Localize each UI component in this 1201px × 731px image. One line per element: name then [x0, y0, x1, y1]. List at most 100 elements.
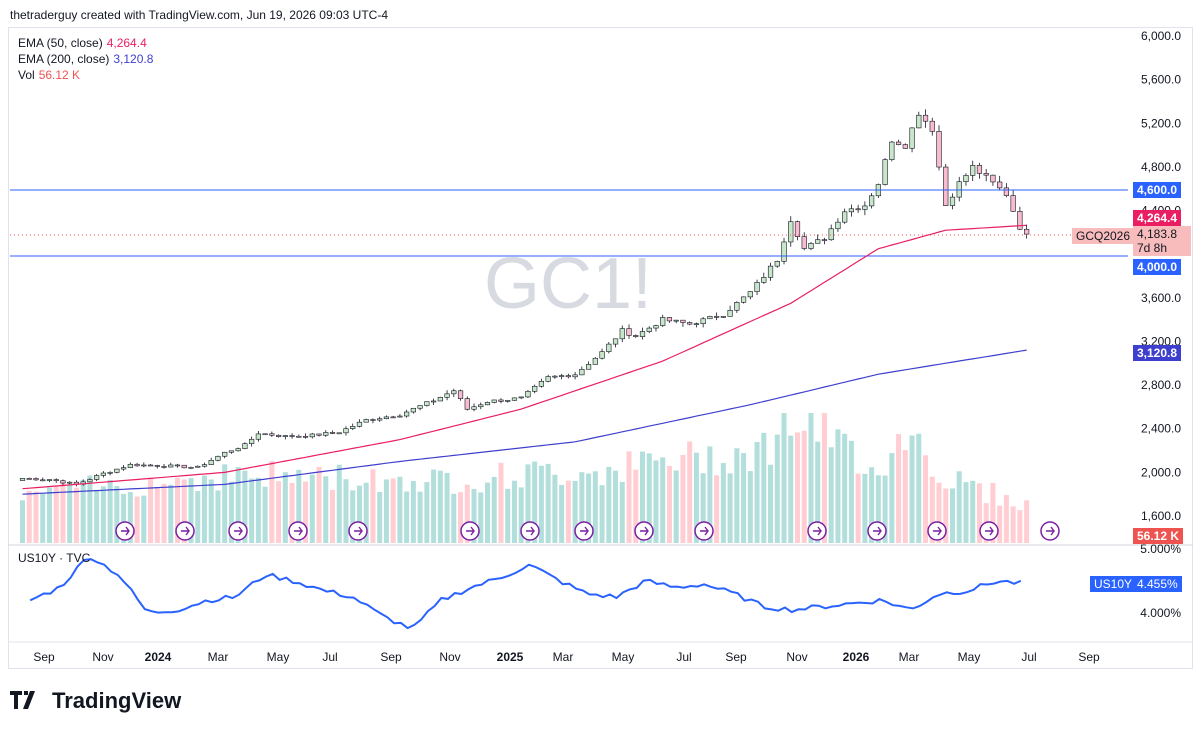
volume-bar — [350, 490, 356, 543]
last-price-value: 4,183.8 — [1137, 227, 1178, 241]
candle — [1024, 224, 1030, 239]
candle — [309, 432, 315, 439]
volume-bar — [862, 473, 868, 543]
event-marker — [348, 521, 368, 541]
candle — [943, 164, 949, 206]
volume-bar — [296, 469, 302, 543]
legend-volume[interactable]: Vol 56.12 K — [18, 67, 80, 83]
candle — [626, 324, 632, 339]
candle — [195, 465, 201, 468]
candle — [498, 398, 504, 404]
volume-bar — [552, 474, 558, 543]
candle — [774, 260, 780, 268]
volume-bar — [228, 481, 234, 543]
volume-bar — [215, 490, 221, 543]
volume-bar — [330, 489, 336, 543]
candle — [350, 423, 356, 431]
volume-bar — [559, 484, 565, 543]
candle — [114, 468, 120, 474]
candle — [26, 477, 32, 480]
volume-bar — [1010, 506, 1016, 543]
volume-bar — [471, 488, 477, 543]
candle — [653, 324, 659, 332]
volume-bar — [902, 450, 908, 543]
price-tag-ema50: 4,264.4 — [1133, 210, 1182, 226]
candle — [201, 462, 208, 468]
candle — [882, 158, 888, 186]
candle — [740, 296, 747, 304]
candle — [249, 436, 255, 447]
candle — [269, 431, 275, 438]
indicator-label[interactable]: US10Y · TVC — [18, 551, 91, 565]
candle — [821, 237, 828, 245]
time-axis-label: May — [267, 650, 290, 664]
price-axis-label: 2,800.0 — [1141, 378, 1181, 392]
candle — [33, 477, 39, 481]
volume-bar — [700, 473, 706, 543]
candle — [720, 316, 726, 319]
candle — [444, 390, 450, 401]
event-marker — [175, 521, 195, 541]
candle — [559, 373, 565, 380]
volume-bar — [444, 472, 450, 543]
event-marker — [694, 521, 714, 541]
volume-bar — [316, 466, 322, 543]
volume-bar — [646, 453, 652, 543]
event-marker — [807, 521, 827, 541]
volume-bar — [714, 475, 720, 543]
candle — [956, 176, 962, 202]
volume-bar — [269, 460, 275, 543]
time-axis-label: 2026 — [843, 650, 870, 664]
volume-bar — [356, 485, 362, 543]
legend-ema50[interactable]: EMA (50, close) 4,264.4 — [18, 35, 147, 51]
volume-bar — [997, 505, 1003, 543]
candle — [842, 208, 848, 224]
volume-bar — [889, 453, 895, 543]
volume-bar — [40, 493, 46, 543]
volume-bar — [282, 472, 288, 543]
candle — [646, 326, 652, 334]
volume-bar — [801, 430, 807, 543]
candle — [457, 389, 464, 401]
price-axis-label: 3,200.0 — [1141, 334, 1181, 348]
volume-bar — [370, 469, 376, 543]
candle — [525, 389, 531, 399]
candle — [40, 477, 46, 482]
volume-bar — [80, 479, 86, 543]
volume-bar — [511, 480, 517, 543]
volume-bar — [592, 471, 598, 543]
candle — [909, 127, 915, 153]
candle — [275, 434, 282, 438]
volume-bar — [855, 473, 861, 543]
volume-bar — [673, 470, 679, 543]
time-axis-label: Sep — [380, 650, 402, 664]
volume-bar — [619, 481, 625, 543]
candle — [862, 201, 868, 216]
candle — [976, 162, 983, 179]
volume-bar — [154, 487, 160, 543]
legend-ema200[interactable]: EMA (200, close) 3,120.8 — [18, 51, 153, 67]
candle — [471, 403, 477, 412]
volume-bar — [875, 475, 881, 543]
volume-bar — [255, 477, 261, 543]
event-marker — [1040, 521, 1060, 541]
volume-bar — [666, 465, 672, 543]
volume-bar — [896, 434, 902, 543]
event-marker — [867, 521, 887, 541]
candle — [788, 216, 794, 247]
candle — [714, 312, 720, 321]
event-marker — [574, 521, 594, 541]
symbol-tag: GCQ2026 — [1072, 228, 1135, 244]
tradingview-logo[interactable]: TradingView — [10, 688, 181, 714]
candle — [612, 338, 619, 348]
time-axis-label: Mar — [208, 650, 229, 664]
volume-bar — [404, 491, 410, 543]
legend-ema200-label: EMA (200, close) — [18, 52, 110, 66]
volume-bar — [949, 488, 955, 543]
candle — [747, 291, 753, 300]
bar-countdown: 7d 8h — [1137, 241, 1168, 255]
volume-bar — [606, 466, 612, 543]
price-tag-4000: 4,000.0 — [1133, 259, 1182, 275]
price-axis-label: 4,800.0 — [1141, 160, 1181, 174]
